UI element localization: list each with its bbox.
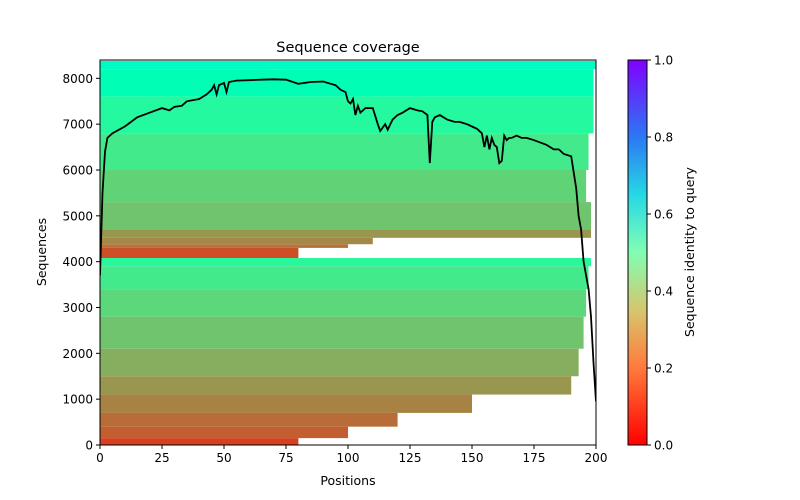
colorbar-tick-label: 0.2 xyxy=(654,362,673,376)
y-tick-label: 7000 xyxy=(62,118,93,132)
x-tick-label: 175 xyxy=(523,451,546,465)
colorbar-tick-label: 1.0 xyxy=(654,54,673,68)
coverage-band xyxy=(100,266,589,290)
coverage-line xyxy=(100,78,596,402)
coverage-band xyxy=(100,438,299,445)
coverage-band xyxy=(100,376,572,395)
coverage-band xyxy=(100,133,589,170)
x-tick-label: 150 xyxy=(461,451,484,465)
coverage-band xyxy=(100,229,592,238)
coverage-band xyxy=(100,96,594,134)
colorbar-tick-label: 0.8 xyxy=(654,131,673,145)
coverage-band xyxy=(100,60,596,70)
colorbar-tick-label: 0.0 xyxy=(654,439,673,453)
colorbar-tick-label: 0.6 xyxy=(654,208,673,222)
coverage-band xyxy=(100,348,579,377)
chart-title: Sequence coverage xyxy=(276,40,420,56)
colorbar-tick-label: 0.4 xyxy=(654,285,673,299)
y-axis-label: Sequences xyxy=(34,218,49,286)
colorbar-axis: 0.0 0.2 0.4 0.6 0.8 1.0 xyxy=(647,54,673,453)
coverage-band xyxy=(100,289,587,317)
x-tick-label: 50 xyxy=(216,451,231,465)
coverage-band xyxy=(100,258,592,267)
coverage-heatmap xyxy=(100,60,596,445)
coverage-band xyxy=(100,237,373,245)
y-tick-label: 4000 xyxy=(62,255,93,269)
y-axis: 0 1000 2000 3000 4000 5000 6000 7000 8000 xyxy=(62,72,100,453)
colorbar-label: Sequence identity to query xyxy=(682,166,697,337)
x-tick-label: 200 xyxy=(585,451,608,465)
x-axis-label: Positions xyxy=(320,473,375,488)
y-tick-label: 1000 xyxy=(62,393,93,407)
x-tick-label: 75 xyxy=(278,451,293,465)
coverage-band xyxy=(100,244,348,248)
x-tick-label: 125 xyxy=(399,451,422,465)
y-tick-label: 6000 xyxy=(62,164,93,178)
x-axis: 0 25 50 75 100 125 150 175 200 xyxy=(96,445,607,465)
x-tick-label: 0 xyxy=(96,451,104,465)
coverage-band xyxy=(100,412,398,427)
colorbar xyxy=(627,59,648,446)
coverage-band xyxy=(100,394,472,413)
y-tick-label: 2000 xyxy=(62,347,93,361)
coverage-band xyxy=(100,69,594,97)
y-tick-label: 3000 xyxy=(62,301,93,315)
coverage-band xyxy=(100,316,584,349)
coverage-band xyxy=(100,202,592,230)
y-tick-label: 5000 xyxy=(62,209,93,223)
coverage-band xyxy=(100,426,348,439)
coverage-band xyxy=(100,170,587,203)
coverage-band xyxy=(100,247,299,258)
y-tick-label: 8000 xyxy=(62,72,93,86)
y-tick-label: 0 xyxy=(85,439,93,453)
x-tick-label: 25 xyxy=(154,451,169,465)
x-tick-label: 100 xyxy=(337,451,360,465)
